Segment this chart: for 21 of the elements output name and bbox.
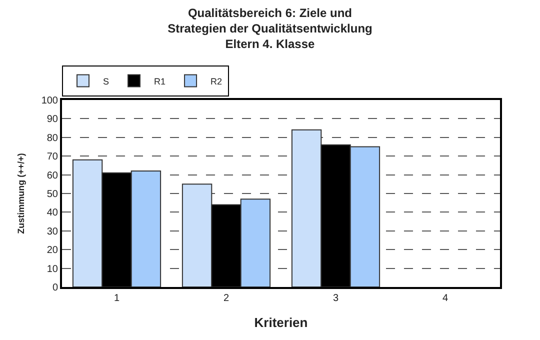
- x-axis-title: Kriterien: [254, 315, 308, 330]
- x-tick-label: 2: [223, 293, 230, 304]
- y-tick-label: 20: [46, 245, 58, 256]
- y-tick-label: 10: [46, 264, 58, 275]
- y-tick-label: 90: [46, 114, 58, 126]
- legend-label: R2: [210, 76, 222, 86]
- x-tick-label: 3: [332, 293, 339, 304]
- x-tick-label: 1: [114, 293, 120, 304]
- y-tick-label: 100: [41, 96, 58, 106]
- y-axis-title: Zustimmung (++/+): [16, 153, 26, 234]
- y-tick-label: 30: [46, 226, 58, 238]
- x-tick-label: 4: [442, 293, 448, 304]
- y-tick-label: 40: [46, 208, 58, 219]
- y-tick-label: 60: [46, 170, 58, 182]
- y-tick-label: 80: [46, 132, 58, 144]
- legend-label: S: [103, 76, 110, 86]
- y-tick-label: 70: [46, 152, 58, 163]
- y-tick-label: 0: [52, 282, 58, 294]
- legend-label: R1: [154, 76, 166, 86]
- y-tick-label: 50: [46, 189, 58, 200]
- chart-title: Qualitätsbereich 6: Ziele und Strategien der Qualitätsentwicklung Eltern 4. Klasse: [168, 6, 372, 52]
